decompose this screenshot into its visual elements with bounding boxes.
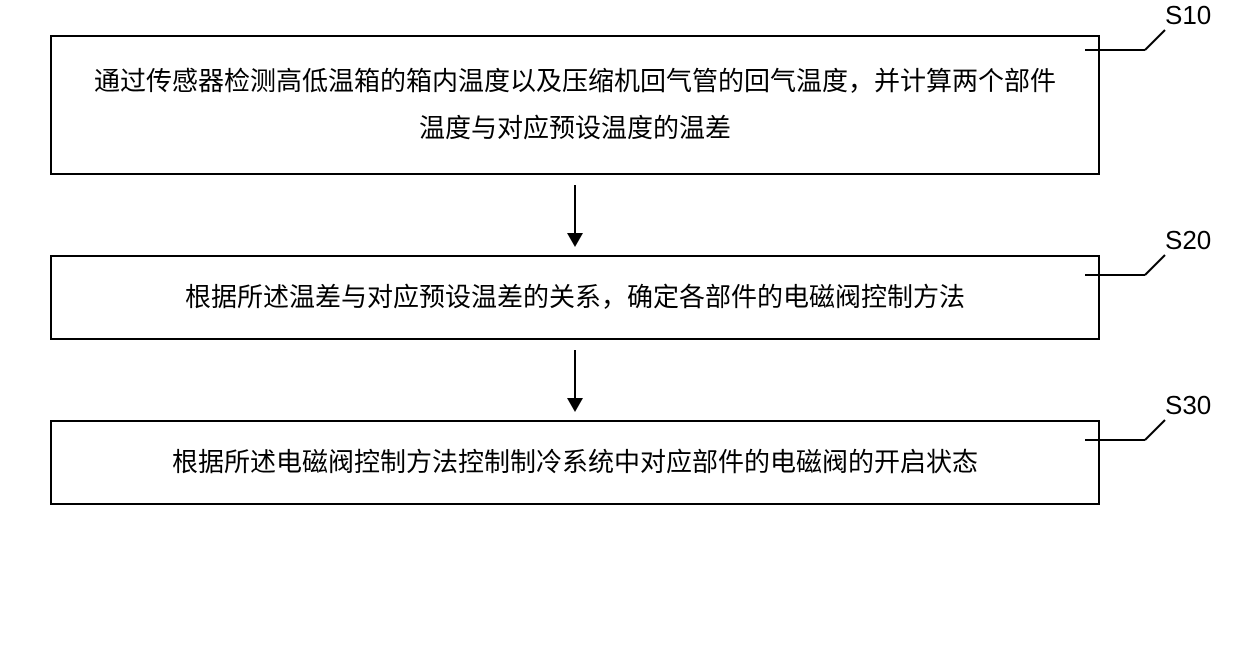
arrow-icon [574,350,576,410]
flowchart-container: 通过传感器检测高低温箱的箱内温度以及压缩机回气管的回气温度，并计算两个部件温度与… [50,35,1100,505]
node-s30-text: 根据所述电磁阀控制方法控制制冷系统中对应部件的电磁阀的开启状态 [172,439,978,486]
node-s10-text: 通过传感器检测高低温箱的箱内温度以及压缩机回气管的回气温度，并计算两个部件温度与… [82,58,1068,152]
arrow-s10-s20 [50,175,1100,255]
arrow-icon [574,185,576,245]
flowchart-node-s20: 根据所述温差与对应预设温差的关系，确定各部件的电磁阀控制方法 [50,255,1100,340]
node-s20-text: 根据所述温差与对应预设温差的关系，确定各部件的电磁阀控制方法 [185,274,965,321]
connector-s30 [1050,410,1180,450]
flowchart-node-s10: 通过传感器检测高低温箱的箱内温度以及压缩机回气管的回气温度，并计算两个部件温度与… [50,35,1100,175]
connector-s10 [1050,20,1180,60]
arrow-s20-s30 [50,340,1100,420]
connector-s20 [1050,245,1180,285]
flowchart-node-s30: 根据所述电磁阀控制方法控制制冷系统中对应部件的电磁阀的开启状态 [50,420,1100,505]
